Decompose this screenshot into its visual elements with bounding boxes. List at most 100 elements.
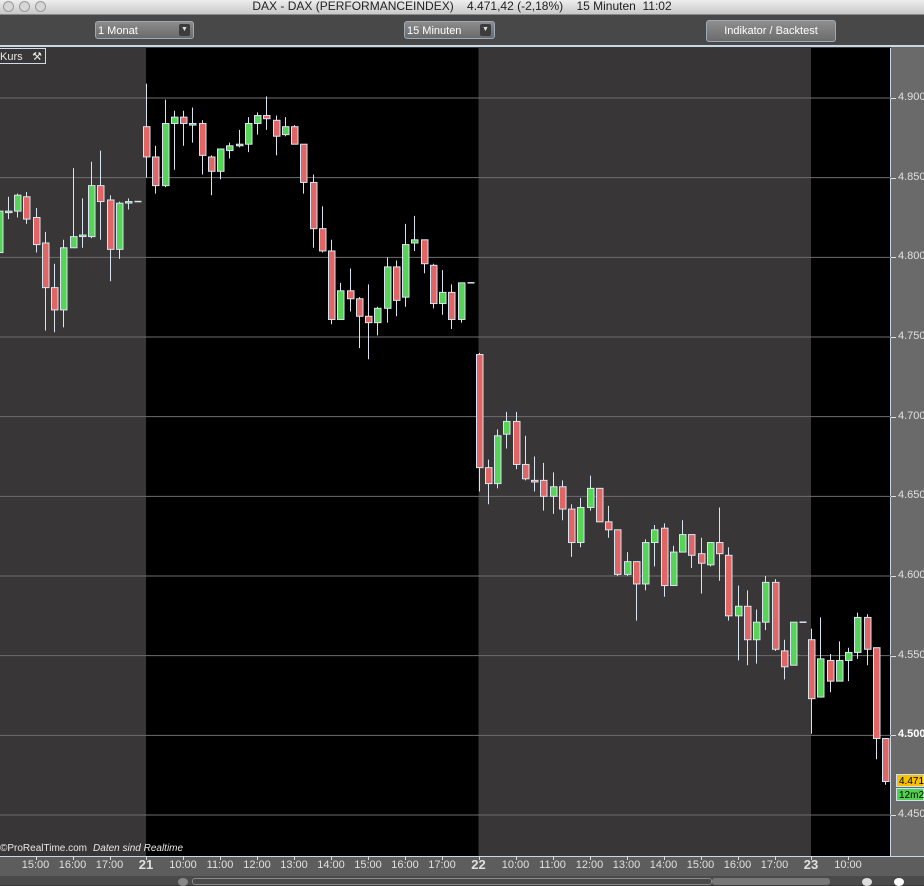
time-tick: [183, 856, 184, 860]
indicator-backtest-button[interactable]: Indikator / Backtest: [706, 20, 836, 42]
candle-up: [735, 605, 743, 617]
candle-down: [33, 216, 41, 246]
interval-select[interactable]: 15 Minuten ▼: [404, 21, 495, 39]
candle-up: [14, 194, 22, 212]
time-tick: [700, 856, 702, 860]
time-tick: [257, 856, 258, 860]
candle-down: [152, 156, 160, 187]
time-tick: [294, 856, 295, 860]
price-tick: [891, 98, 896, 99]
candle-up: [70, 236, 78, 249]
candle-up: [282, 126, 290, 136]
candle-down: [808, 639, 816, 700]
time-tick-label: 16:00: [723, 859, 752, 871]
candle-up: [494, 435, 502, 485]
candle-up: [836, 659, 844, 682]
candle-down: [744, 605, 752, 641]
candle-up: [624, 561, 632, 575]
candle-countdown-tag: 12m2: [896, 788, 924, 801]
candle-down: [107, 199, 115, 250]
candle-down: [485, 467, 493, 485]
candle-up: [162, 122, 170, 187]
scrollbar-thumb[interactable]: [712, 878, 830, 885]
time-tick-label: 10:00: [834, 859, 862, 871]
candle-down: [263, 115, 271, 120]
candle-down: [531, 479, 539, 483]
candle-down: [522, 463, 530, 480]
candle-up: [642, 542, 650, 585]
time-tick: [220, 856, 221, 860]
candle-up: [79, 234, 87, 238]
time-tick: [552, 856, 554, 860]
price-tick-label: 4.900: [898, 91, 924, 103]
price-tick-label: 4.800: [898, 250, 924, 263]
candle-up: [116, 202, 124, 250]
price-tick: [891, 416, 896, 418]
chevron-down-icon: ▼: [480, 24, 491, 36]
period-select[interactable]: 1 Monat ▼: [95, 21, 194, 39]
candle-down: [633, 561, 641, 585]
minimize-window-button[interactable]: [19, 1, 30, 12]
day-label: 21: [138, 857, 154, 872]
candle-down: [421, 239, 429, 265]
candle-down: [661, 527, 669, 587]
candle-down: [772, 581, 780, 650]
candle-up: [503, 420, 511, 435]
close-window-button[interactable]: [3, 1, 14, 12]
time-tick-label: 15:00: [21, 859, 50, 871]
candlestick-chart[interactable]: [0, 48, 891, 856]
day-label: 22: [471, 857, 486, 872]
period-select-value: 1 Monat: [98, 25, 138, 37]
candle-up: [550, 486, 558, 497]
price-panel-label[interactable]: Kurs ⚒: [0, 48, 46, 64]
price-tick: [891, 336, 896, 338]
price-tick: [891, 496, 896, 498]
candle-down: [143, 126, 151, 158]
candle-down: [393, 266, 401, 301]
session-background: [478, 48, 811, 856]
candle-up: [374, 307, 382, 324]
candle-down: [42, 242, 50, 289]
candle-down: [596, 487, 604, 523]
wrench-icon[interactable]: ⚒: [32, 51, 42, 63]
time-tick: [35, 856, 37, 860]
candle-down: [476, 354, 484, 469]
time-tick: [848, 856, 849, 860]
price-tick: [891, 814, 896, 816]
price-axis[interactable]: [891, 47, 924, 857]
day-label: 23: [803, 857, 819, 872]
candle-down: [864, 616, 872, 650]
candle-down: [365, 315, 373, 324]
candle-up: [189, 122, 197, 126]
price-tick: [891, 177, 896, 179]
circle-icon[interactable]: [894, 878, 904, 886]
time-tick-label: 15:00: [354, 859, 382, 871]
candle-down: [51, 287, 59, 311]
chevron-down-icon: ▼: [179, 24, 190, 36]
candle-down: [873, 647, 881, 740]
candle-up: [411, 239, 419, 244]
candle-down: [273, 119, 281, 137]
candle-down: [614, 529, 622, 575]
time-axis[interactable]: [0, 856, 891, 876]
candle-down: [559, 486, 567, 510]
candle-down: [310, 181, 318, 230]
time-tick-label: 13:00: [280, 859, 308, 871]
candle-down: [716, 542, 724, 555]
time-tick-label: 12:00: [575, 859, 604, 871]
price-tick-label: 4.450: [898, 807, 924, 820]
time-tick: [146, 856, 147, 860]
candle-down: [199, 122, 207, 156]
zoom-icon[interactable]: [862, 878, 872, 886]
price-tick-label: 4.700: [898, 409, 924, 422]
history-scrollbar[interactable]: [192, 878, 712, 885]
zoom-window-button[interactable]: [35, 1, 46, 12]
candle-up: [439, 291, 447, 305]
time-tick-label: 17:00: [428, 859, 456, 871]
candle-up: [245, 122, 253, 145]
candle-up: [762, 581, 770, 623]
candle-up: [226, 145, 234, 152]
scroll-left-button[interactable]: [178, 878, 188, 886]
candle-up: [0, 210, 4, 254]
candle-down: [698, 553, 706, 564]
